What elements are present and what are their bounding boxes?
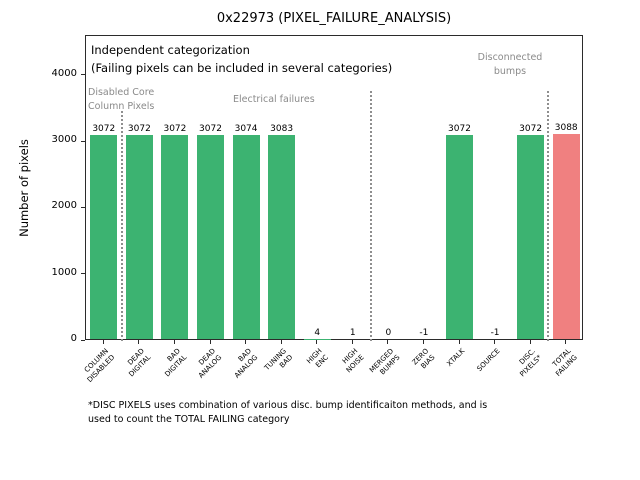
- x-tick-label: TOTAL FAILING: [551, 347, 579, 378]
- x-tick-label: ZERO BIAS: [411, 347, 437, 371]
- bar-2: [161, 135, 189, 339]
- bar-value-label: 4: [314, 327, 321, 338]
- y-tick-label: 3000: [51, 134, 77, 146]
- bar-value-label: 3083: [270, 123, 294, 134]
- x-tick-label: COLUMN DISABLED: [83, 347, 117, 384]
- bar-value-label: 3072: [199, 124, 222, 135]
- x-tick-mark: [529, 340, 531, 344]
- bar-10: [446, 135, 473, 339]
- footnote-disc-pixels-note: *DISC PIXELS uses combination of various…: [88, 400, 488, 425]
- chart-title: 0x22973 (PIXEL_FAILURE_ANALYSIS): [216, 11, 452, 26]
- x-tick-mark: [138, 340, 140, 344]
- bar-value-label: 3072: [519, 124, 543, 135]
- group-separator-line: [120, 111, 123, 341]
- x-tick-mark: [351, 340, 353, 344]
- x-tick-label: MERGED BUMPS: [367, 347, 402, 377]
- x-tick-mark: [173, 340, 175, 344]
- x-tick-mark: [316, 340, 318, 344]
- x-tick-label: HIGH NOISE: [341, 347, 366, 375]
- x-tick-mark: [280, 340, 282, 344]
- bar-value-label: 3072: [163, 124, 187, 135]
- y-tick-label: 0: [70, 333, 77, 344]
- plot-area: 3072 3072 3072 3072 3074 3083 4 1 0 -1 3072 -1 3072 3…: [85, 35, 583, 341]
- bar-3: [197, 135, 224, 339]
- x-tick-label: BAD DIGITAL: [162, 347, 188, 379]
- group-separator-line: [369, 91, 372, 341]
- x-tick-label: XTALK: [445, 347, 467, 368]
- bar-value-label: 3072: [127, 124, 151, 135]
- group-label-disconnected-bumps: Disconnected bumps: [477, 52, 543, 77]
- x-tick-mark: [458, 340, 460, 344]
- x-tick-mark: [422, 340, 424, 344]
- bar-value-label: 1: [349, 327, 356, 338]
- bar-value-label: -1: [419, 328, 429, 338]
- bar-4: [232, 135, 260, 339]
- y-tick-mark: [81, 140, 85, 142]
- x-tick-label: DEAD DIGITAL: [126, 347, 153, 379]
- bar-1: [125, 135, 153, 339]
- x-tick-mark: [565, 340, 567, 344]
- group-label-disabled-core-column-pixels: Disabled Core Column Pixels: [88, 87, 155, 112]
- x-tick-mark: [209, 340, 211, 344]
- y-axis-label: Number of pixels: [17, 139, 31, 237]
- x-tick-mark: [387, 340, 389, 344]
- y-tick-mark: [81, 273, 85, 275]
- x-tick-label: BAD ANALOG: [232, 347, 259, 380]
- bar-0: [90, 135, 118, 339]
- annotation-independent-categorization: Independent categorization (Failing pixe…: [91, 43, 393, 75]
- x-tick-mark: [102, 340, 104, 344]
- bar-value-label: 0: [385, 328, 392, 338]
- x-tick-label: HIGH ENC: [305, 347, 330, 369]
- bar-5: [268, 134, 296, 339]
- x-tick-label: DEAD ANALOG: [196, 347, 224, 380]
- x-tick-label: DISC. PIXELS*: [518, 347, 544, 379]
- x-tick-mark: [245, 340, 247, 344]
- y-tick-label: 2000: [51, 200, 77, 212]
- bar-value-label: 3074: [234, 124, 258, 135]
- bar-value-label: 3072: [92, 124, 116, 135]
- bar-value-label: 3072: [448, 124, 471, 135]
- y-tick-mark: [81, 206, 85, 208]
- bar-12: [517, 135, 545, 339]
- y-tick-label: 4000: [51, 67, 77, 79]
- y-tick-mark: [81, 74, 85, 76]
- bar-13: [552, 134, 580, 339]
- bar-value-label: -1: [490, 328, 500, 338]
- x-tick-label: TUNING BAD: [263, 347, 295, 373]
- y-tick-mark: [81, 339, 85, 341]
- x-tick-label: SOURCE: [475, 347, 502, 374]
- x-tick-mark: [494, 340, 496, 344]
- y-tick-label: 1000: [51, 266, 77, 278]
- bar-value-label: 3088: [554, 123, 578, 134]
- group-separator-line: [547, 91, 550, 341]
- group-label-electrical-failures: Electrical failures: [233, 94, 315, 105]
